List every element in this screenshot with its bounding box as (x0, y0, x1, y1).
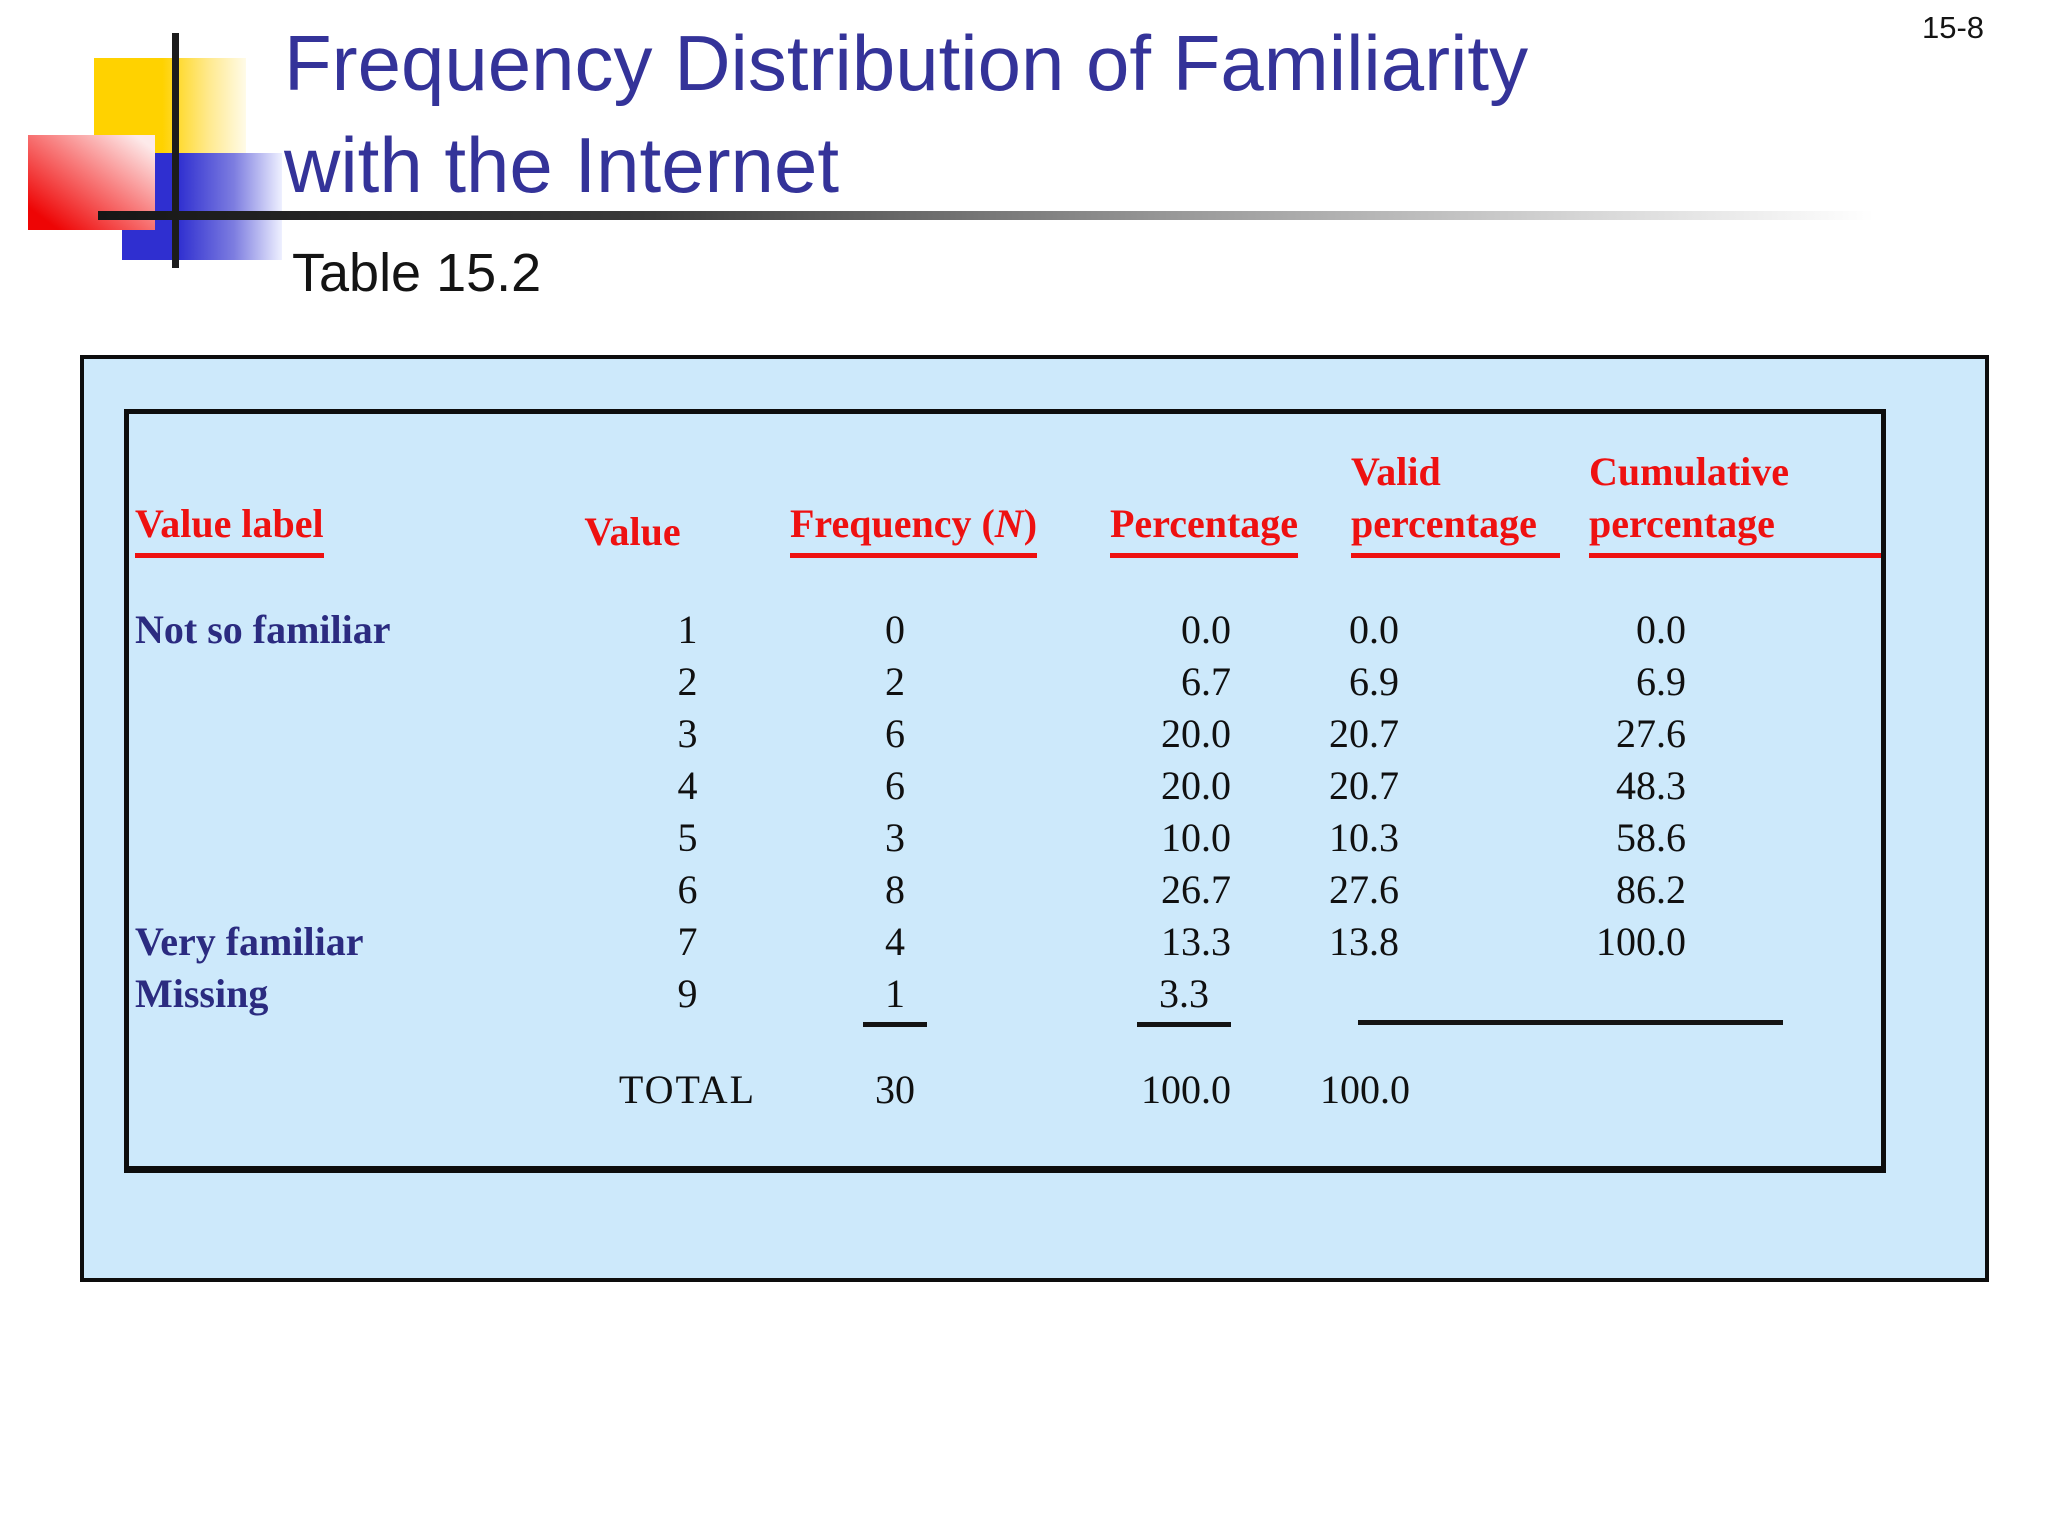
slide-title-line2: with the Internet (284, 121, 839, 209)
table-total-row: TOTAL 30 100.0 100.0 (618, 1067, 1410, 1112)
header-percentage: Percentage (1000, 498, 1320, 558)
table-panel: Value label Value Frequency (N) Percenta… (80, 355, 1989, 1282)
page-number: 15-8 (1922, 10, 1985, 45)
header-gap (129, 558, 1881, 604)
header-frequency: Frequency (N) (790, 498, 1038, 558)
title-divider-rule (98, 211, 1910, 220)
logo-vertical-line (172, 33, 179, 268)
table-caption: Table 15.2 (292, 243, 542, 303)
table-row: 6 8 26.7 27.6 86.2 (677, 867, 1687, 912)
underlined-frequency: 1 (863, 968, 927, 1027)
underlined-percentage: 3.3 (1137, 968, 1231, 1027)
header-value-label: Value label (129, 498, 475, 558)
frequency-table: Value label Value Frequency (N) Percenta… (124, 409, 1886, 1173)
header-value: Value (584, 509, 681, 554)
table-row: 2 2 6.7 6.9 6.9 (677, 659, 1687, 704)
slide-title-line1: Frequency Distribution of Familiarity (284, 19, 1529, 107)
header-valid-percentage: Valid percentage (1320, 446, 1560, 558)
table-row: Very familiar 7 4 13.3 13.8 100.0 (135, 919, 1686, 964)
table-row: 5 3 10.0 10.3 58.6 (677, 815, 1687, 860)
missing-row-rule (1358, 1020, 1783, 1025)
slide-title: Frequency Distribution of Familiarity wi… (284, 12, 1528, 216)
table-row: 3 6 20.0 20.7 27.6 (677, 711, 1687, 756)
table-row: Not so familiar 1 0 0.0 0.0 0.0 (135, 607, 1686, 652)
table-row: 4 6 20.0 20.7 48.3 (677, 763, 1687, 808)
header-cumulative-percentage: Cumulative percentage (1560, 446, 1881, 558)
table-row-missing: Missing 9 1 3.3 (129, 968, 1881, 1027)
table-header-row: Value label Value Frequency (N) Percenta… (129, 414, 1881, 558)
